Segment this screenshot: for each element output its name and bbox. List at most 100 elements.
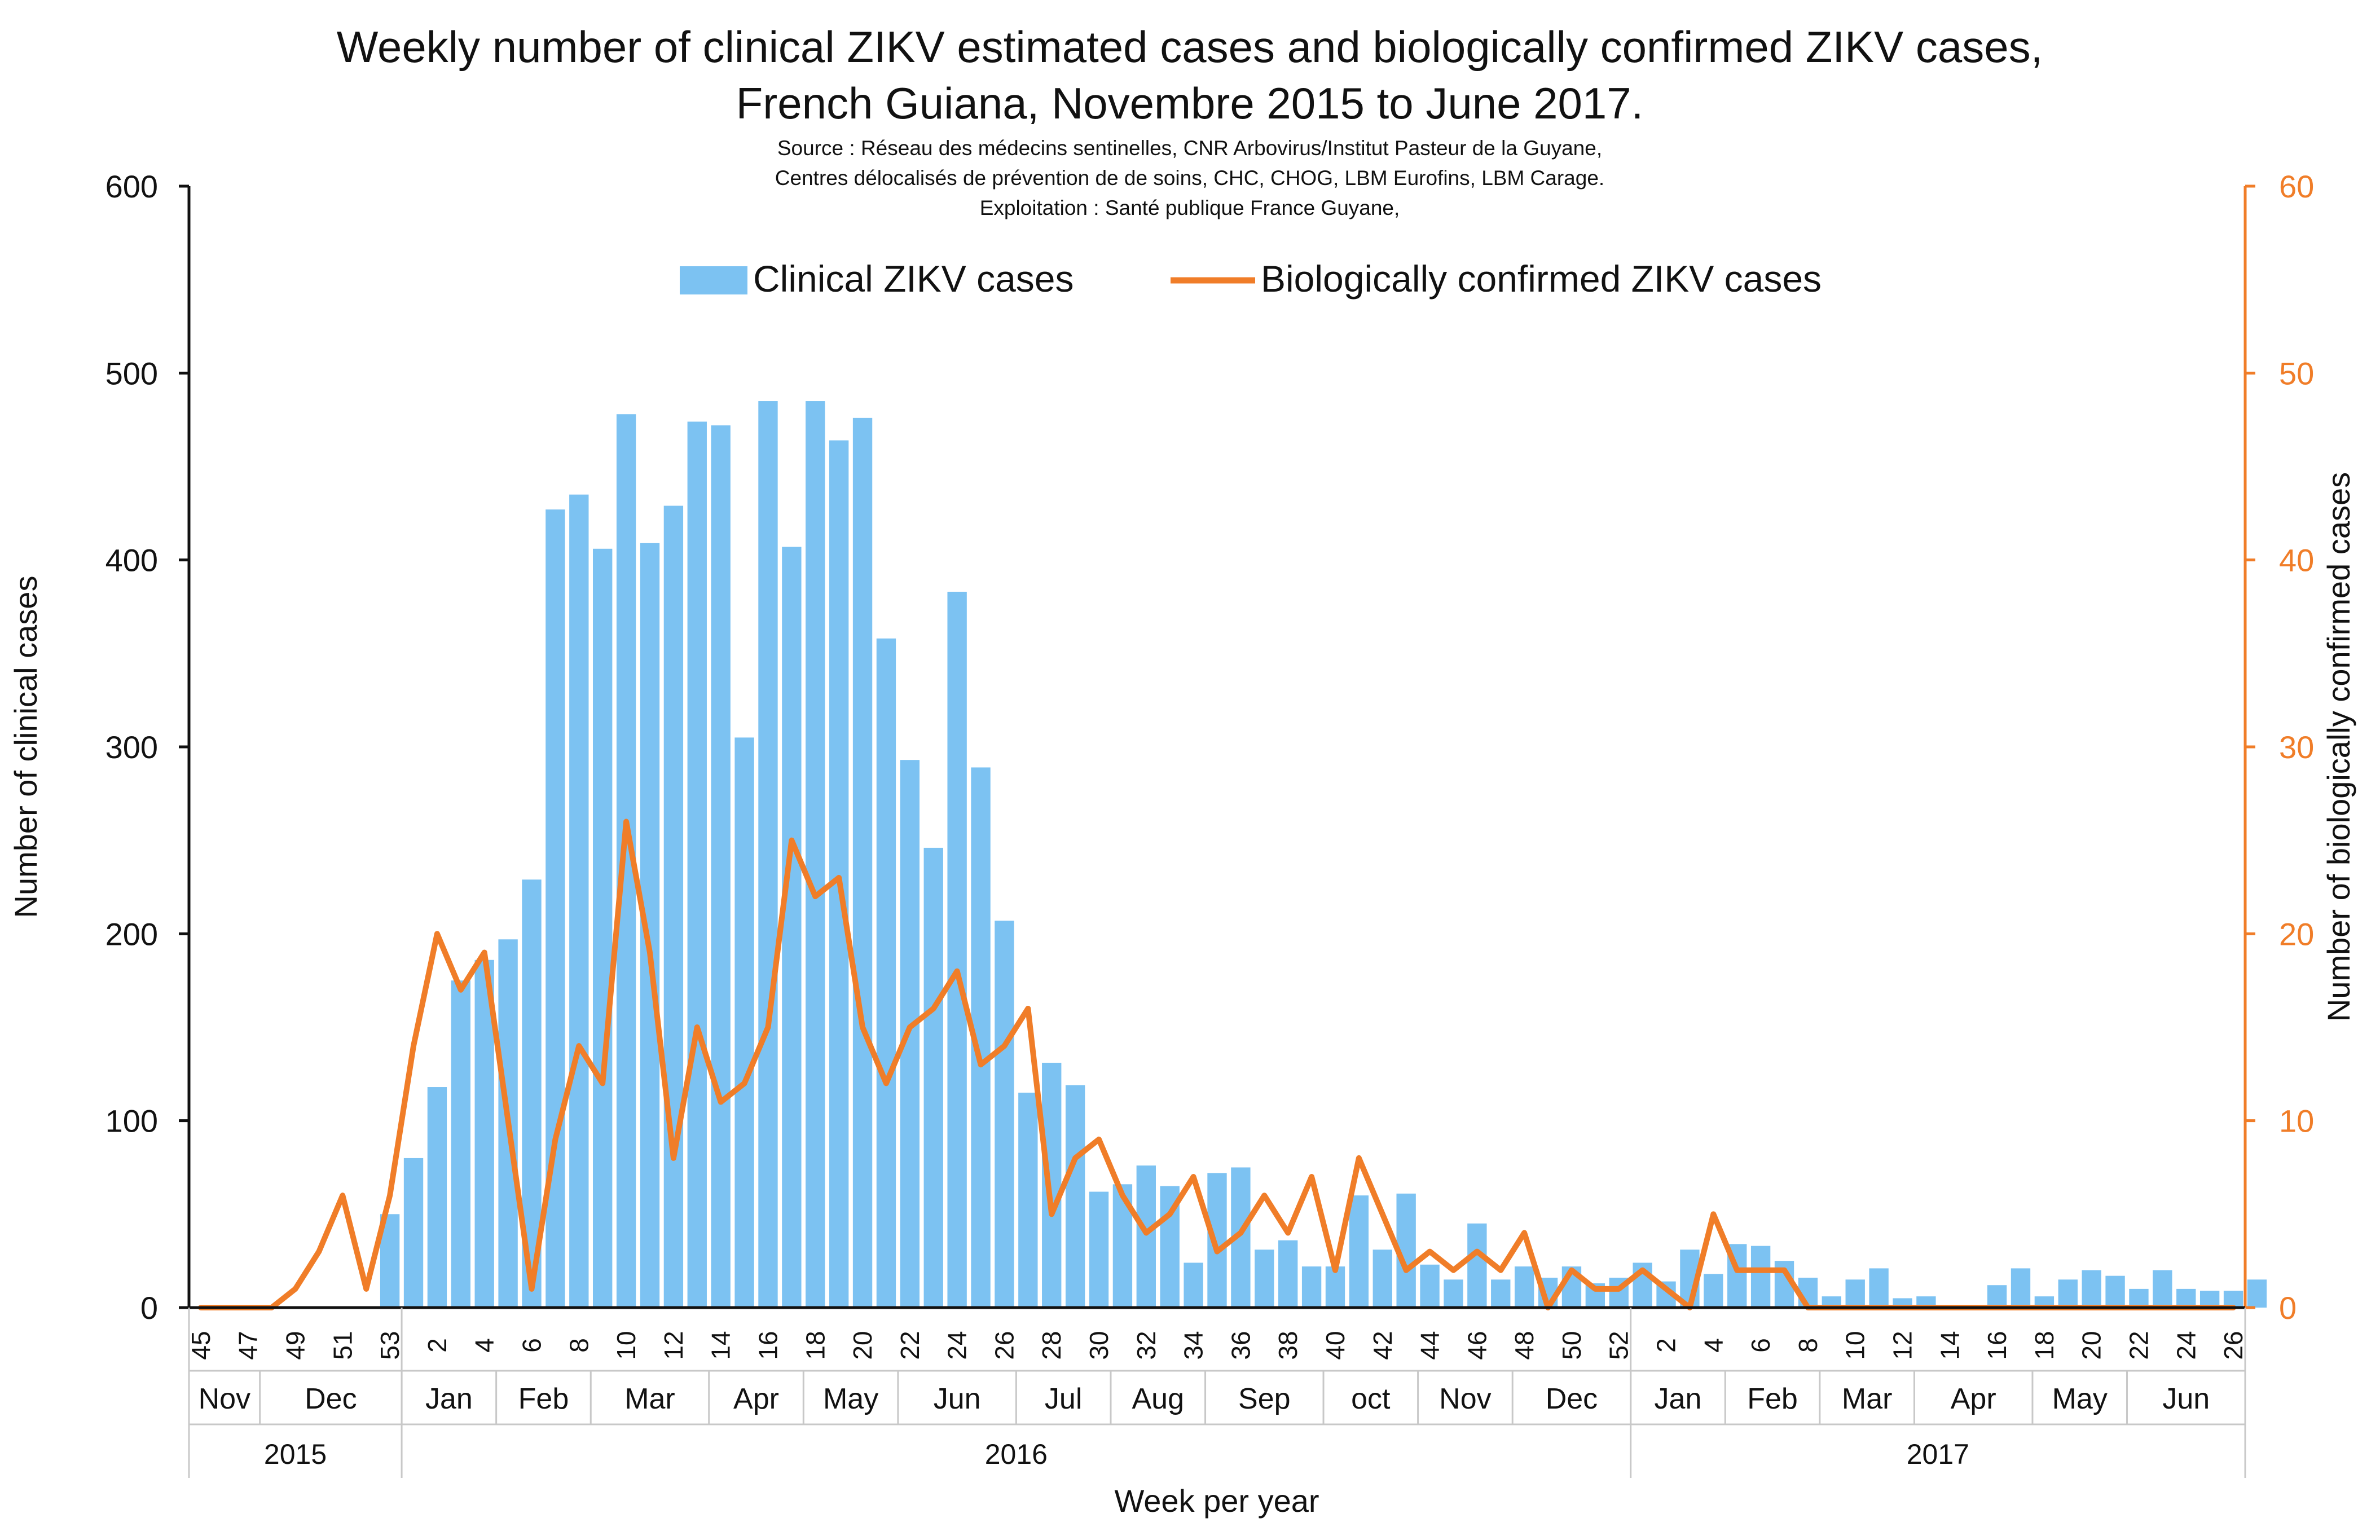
bar-week-26: [806, 401, 825, 1308]
y-tick-right-label: 20: [2279, 916, 2314, 952]
x-tick-week-label: 8: [1793, 1338, 1823, 1353]
bar-week-32: [947, 591, 967, 1308]
x-tick-week-label: 51: [328, 1331, 357, 1359]
bar-week-17: [593, 548, 613, 1308]
x-tick-week-label: 52: [1604, 1331, 1634, 1359]
bar-week-49: [1349, 1195, 1369, 1308]
bar-week-23: [734, 737, 754, 1308]
x-month-label: oct: [1351, 1383, 1391, 1415]
bar-week-28: [852, 417, 873, 1308]
bar-week-45: [1255, 1249, 1274, 1308]
x-tick-week-label: 42: [1368, 1331, 1397, 1359]
x-month-label: Sep: [1238, 1383, 1291, 1415]
bar-week-36: [1042, 1062, 1062, 1308]
x-tick-week-label: 4: [1699, 1338, 1728, 1353]
x-month-label: Jun: [2162, 1383, 2210, 1415]
chart-title-line-1: Weekly number of clinical ZIKV estimated…: [337, 22, 2043, 72]
bar-week-52: [1420, 1264, 1440, 1308]
x-tick-week-label: 28: [1037, 1331, 1066, 1359]
bar-week-50: [1372, 1249, 1392, 1308]
x-tick-week-label: 12: [659, 1331, 688, 1359]
x-month-label: Dec: [1546, 1383, 1598, 1415]
bar-week-40: [1136, 1165, 1156, 1308]
y-tick-right-label: 40: [2279, 543, 2314, 578]
legend-label-clinical: Clinical ZIKV cases: [753, 258, 1074, 300]
bar-week-27: [829, 440, 849, 1308]
bar-week-37: [1065, 1085, 1085, 1308]
bar-week-83: [2153, 1270, 2172, 1308]
bar-week-82: [2129, 1288, 2149, 1308]
x-tick-week-label: 22: [2124, 1331, 2153, 1359]
x-tick-week-label: 36: [1226, 1331, 1255, 1359]
x-year-label: 2017: [1907, 1438, 1969, 1470]
x-tick-week-label: 24: [943, 1331, 972, 1359]
chart-source-line-3: Exploitation : Santé publique France Guy…: [980, 196, 1400, 219]
x-tick-week-label: 24: [2171, 1331, 2201, 1359]
x-year-label: 2015: [264, 1438, 327, 1470]
bar-week-53: [1444, 1279, 1463, 1308]
x-tick-week-label: 26: [2219, 1331, 2248, 1359]
bar-week-79: [2058, 1279, 2078, 1308]
y-tick-left-label: 0: [140, 1290, 158, 1326]
bar-week-54: [1467, 1223, 1487, 1308]
x-month-label: Apr: [1951, 1383, 1996, 1415]
x-tick-week-label: 10: [1841, 1331, 1870, 1359]
x-tick-week-label: 50: [1557, 1331, 1586, 1359]
x-tick-week-label: 40: [1321, 1331, 1350, 1359]
bar-week-47: [1301, 1266, 1322, 1308]
bar-week-56: [1514, 1266, 1534, 1308]
bar-week-80: [2082, 1270, 2101, 1308]
x-tick-week-label: 10: [612, 1331, 641, 1359]
x-tick-week-label: 45: [186, 1331, 215, 1359]
bar-week-38: [1089, 1191, 1109, 1308]
x-tick-week-label: 6: [517, 1338, 547, 1353]
x-month-label: Apr: [733, 1383, 779, 1415]
x-month-label: Feb: [1747, 1383, 1798, 1415]
x-tick-week-label: 16: [753, 1331, 782, 1359]
x-tick-week-label: 4: [470, 1338, 499, 1353]
legend-swatch-bars: [680, 266, 747, 294]
x-month-label: May: [823, 1383, 878, 1415]
y-ticks-left: 0 100 200 300 400 500 600: [105, 169, 189, 1326]
bar-week-35: [1018, 1092, 1038, 1308]
x-month-label: Jul: [1045, 1383, 1082, 1415]
x-tick-week-label: 26: [989, 1331, 1019, 1359]
x-month-label: Dec: [305, 1383, 357, 1415]
y-tick-left-label: 400: [105, 543, 158, 578]
x-tick-week-label: 20: [848, 1331, 877, 1359]
x-month-label: Nov: [1439, 1383, 1491, 1415]
y-tick-left-label: 100: [105, 1103, 158, 1139]
bar-week-31: [923, 847, 943, 1308]
y-tick-right-label: 0: [2279, 1290, 2297, 1326]
bar-week-46: [1278, 1240, 1298, 1308]
bar-week-87: [2247, 1279, 2267, 1308]
legend-label-confirmed: Biologically confirmed ZIKV cases: [1261, 258, 1822, 300]
bar-week-70: [1845, 1279, 1865, 1308]
x-tick-week-label: 18: [2030, 1331, 2059, 1359]
x-tick-week-label: 14: [1935, 1331, 1964, 1359]
y-tick-left-label: 200: [105, 916, 158, 952]
bar-week-55: [1491, 1279, 1511, 1308]
bar-week-22: [711, 425, 731, 1308]
x-month-label: Jun: [934, 1383, 981, 1415]
x-tick-week-label: 38: [1273, 1331, 1303, 1359]
x-tick-week-label: 2: [423, 1338, 452, 1353]
x-tick-week-label: 46: [1462, 1331, 1492, 1359]
y-tick-right-label: 30: [2279, 729, 2314, 765]
x-tick-week-label: 48: [1510, 1331, 1539, 1359]
chart-source-line-2: Centres délocalisés de prévention de de …: [775, 166, 1604, 190]
bar-week-24: [758, 401, 778, 1308]
bar-week-66: [1750, 1246, 1771, 1308]
bar-week-71: [1869, 1268, 1889, 1308]
chart-title-line-2: French Guiana, Novembre 2015 to June 201…: [736, 78, 1644, 128]
x-axis-title: Week per year: [1114, 1483, 1319, 1519]
chart-source-line-1: Source : Réseau des médecins sentinelles…: [777, 137, 1602, 160]
y-tick-right-label: 10: [2279, 1103, 2314, 1139]
bar-week-76: [1987, 1285, 2007, 1308]
bar-week-10: [427, 1087, 447, 1308]
x-tick-week-label: 16: [1982, 1331, 2012, 1359]
bar-week-21: [687, 421, 707, 1308]
bar-week-77: [2011, 1268, 2031, 1308]
bar-week-64: [1704, 1274, 1723, 1308]
